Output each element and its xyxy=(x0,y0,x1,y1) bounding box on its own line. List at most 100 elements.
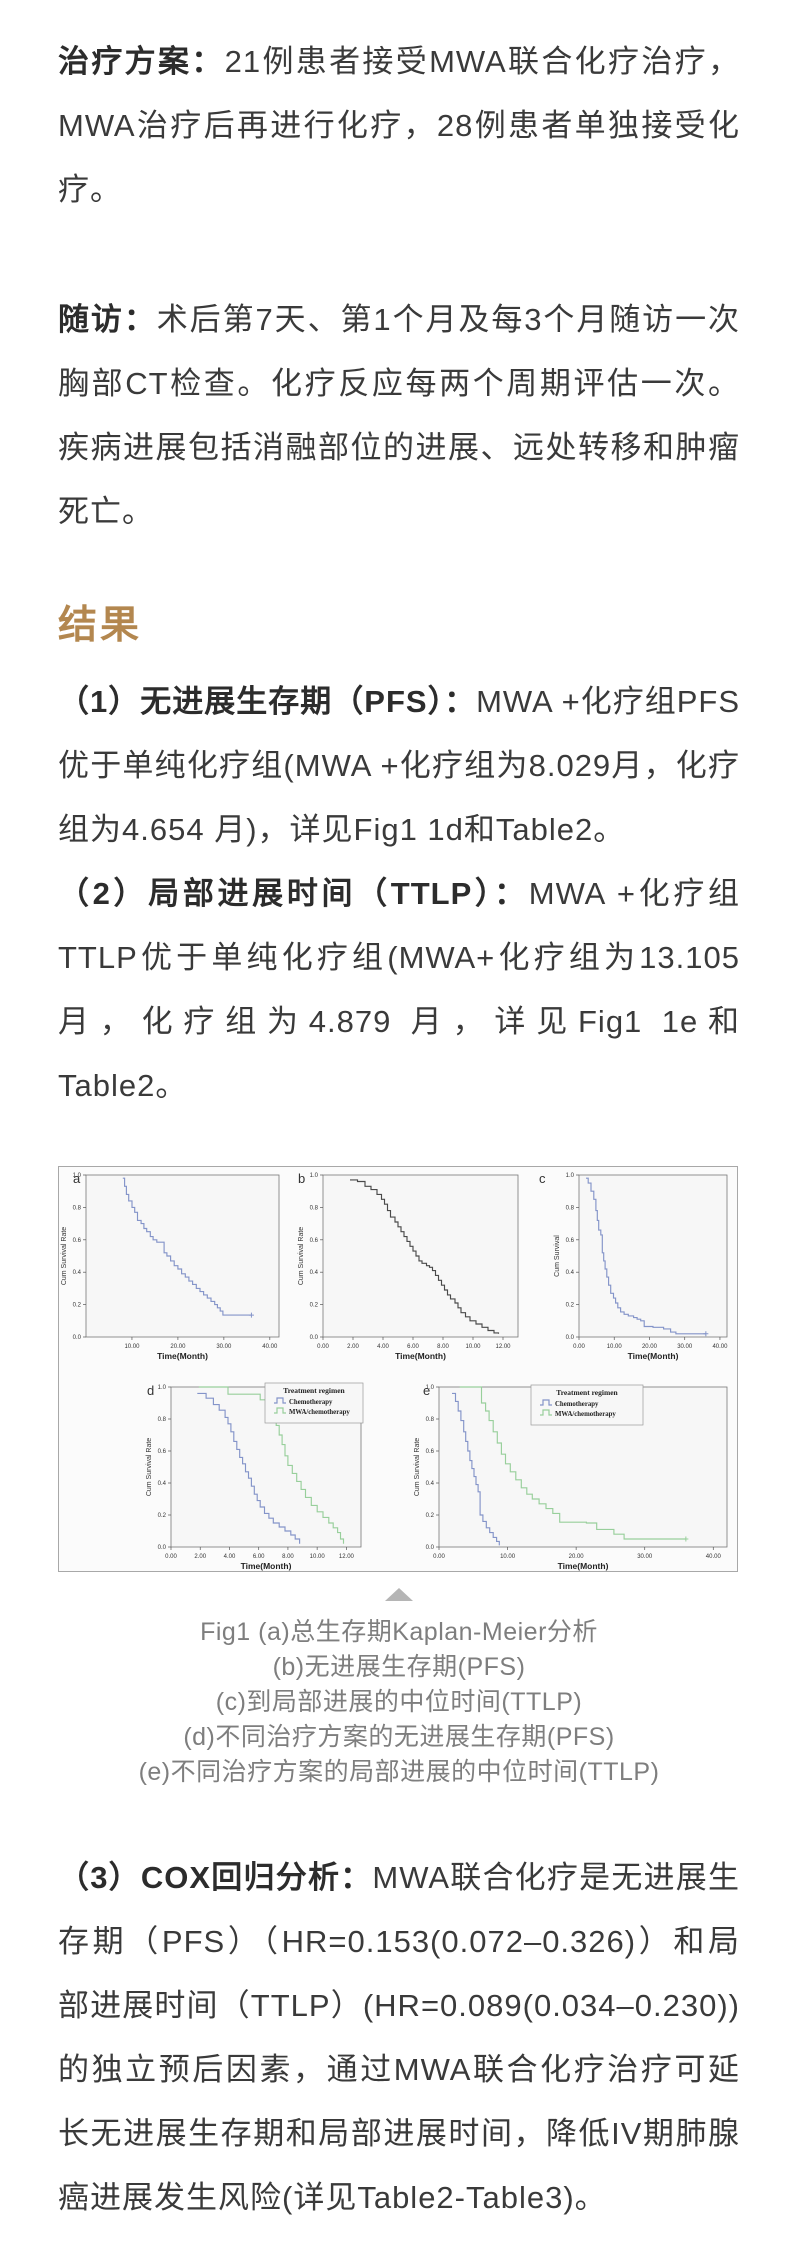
x-tick-label: 8.00 xyxy=(282,1554,294,1560)
legend-glyph-0 xyxy=(540,1399,552,1406)
paragraph-result-ttlp-text: MWA +化疗组TTLP优于单纯化疗组(MWA+化疗组为13.105 月，化疗组… xyxy=(58,876,740,1103)
legend-label-1: MWA/chemotherapy xyxy=(289,1409,350,1416)
subplot-letter: e xyxy=(423,1383,430,1398)
km-curve-all-patients-ttlp xyxy=(586,1177,706,1335)
y-tick-label: 0.2 xyxy=(566,1303,575,1309)
y-tick-label: 0.0 xyxy=(566,1335,575,1341)
plot-panel xyxy=(578,1174,728,1338)
km-plot-b: 1.0 0.8 0.6 0.4 0.2 0.0 0.00 2.00 4.00 6.00 8.00 10… xyxy=(298,1171,519,1361)
x-tick-label: 8.00 xyxy=(437,1344,449,1350)
y-tick-label: 0.8 xyxy=(310,1205,319,1211)
y-tick-label: 0.4 xyxy=(566,1270,575,1276)
x-tick-label: 40.00 xyxy=(262,1344,278,1350)
km-figure-image[interactable]: 1.0 0.8 0.6 0.4 0.2 0.0 10.00 20.00 30.00 40.00 Ti… xyxy=(58,1166,738,1572)
paragraph-result-ttlp: （2）局部进展时间（TTLP）：MWA +化疗组TTLP优于单纯化疗组(MWA+… xyxy=(58,862,740,1118)
y-tick-label: 0.6 xyxy=(426,1449,435,1455)
x-tick-label: 0.00 xyxy=(317,1344,329,1350)
paragraph-result-pfs-text: MWA +化疗组PFS优于单纯化疗组(MWA +化疗组为8.029月，化疗组为4… xyxy=(58,684,740,847)
plot-panel xyxy=(85,1174,280,1338)
x-tick-label: 4.00 xyxy=(377,1344,389,1350)
x-tick-label: 0.00 xyxy=(433,1554,445,1560)
y-tick-label: 0.4 xyxy=(158,1481,167,1487)
x-tick-label: 10.00 xyxy=(465,1344,481,1350)
x-tick-label: 10.00 xyxy=(500,1554,516,1560)
km-curve-all-patients-os xyxy=(122,1177,252,1316)
paragraph-result-cox-text: MWA联合化疗是无进展生存期（PFS）（HR=0.153(0.072–0.326… xyxy=(58,1860,740,2215)
subplot-letter: c xyxy=(539,1171,546,1186)
results-section-header: 结果 xyxy=(58,604,143,647)
y-tick-label: 0.8 xyxy=(73,1205,82,1211)
y-tick-label: 0.0 xyxy=(310,1335,319,1341)
paragraph-result-cox-label: （3）COX回归分析： xyxy=(58,1860,373,1895)
y-tick-label: 1.0 xyxy=(73,1173,82,1179)
y-tick-label: 0.8 xyxy=(158,1417,167,1423)
y-tick-label: 1.0 xyxy=(566,1173,575,1179)
km-plot-c: 1.0 0.8 0.6 0.4 0.2 0.0 0.00 10.00 20.00 30.00 40.… xyxy=(539,1171,728,1361)
x-tick-label: 30.00 xyxy=(216,1344,232,1350)
km-curve-chemotherapy xyxy=(452,1392,500,1546)
y-tick-label: 0.4 xyxy=(310,1270,319,1276)
y-tick-label: 0.6 xyxy=(310,1238,319,1244)
legend-label-0: Chemotherapy xyxy=(555,1401,599,1408)
figure-caption: Fig1 (a)总生存期Kaplan-Meier分析 (b)无进展生存期(PFS… xyxy=(58,1615,740,1790)
y-axis-label: Cum Survival Rate xyxy=(298,1227,305,1285)
y-tick-label: 0.8 xyxy=(426,1417,435,1423)
y-tick-label: 1.0 xyxy=(310,1173,319,1179)
y-axis-label: Cum Survival Rate xyxy=(61,1227,68,1285)
y-tick-label: 0.6 xyxy=(158,1449,167,1455)
paragraph-followup-label: 随访： xyxy=(58,302,157,337)
y-axis-label: Cum Survival Rate xyxy=(414,1438,421,1496)
x-axis-label: Time(Month) xyxy=(157,1351,208,1361)
paragraph-result-pfs-label: （1）无进展生存期（PFS）： xyxy=(58,684,477,719)
x-axis-label: Time(Month) xyxy=(628,1351,679,1361)
subplot-letter: b xyxy=(298,1171,305,1186)
y-tick-label: 0.0 xyxy=(158,1545,167,1551)
km-curve-chemotherapy xyxy=(197,1392,301,1544)
y-tick-label: 0.2 xyxy=(158,1513,167,1519)
y-tick-label: 0.8 xyxy=(566,1205,575,1211)
x-axis-label: Time(Month) xyxy=(558,1561,609,1571)
y-tick-label: 1.0 xyxy=(426,1385,435,1391)
subplot-letter: a xyxy=(73,1171,81,1186)
x-tick-label: 10.00 xyxy=(124,1344,140,1350)
x-tick-label: 20.00 xyxy=(170,1344,186,1350)
subplot-letter: d xyxy=(147,1383,154,1398)
figure-caption-line: (e)不同治疗方案的局部进展的中位时间(TTLP) xyxy=(138,1758,660,1786)
km-plot-d: 1.0 0.8 0.6 0.4 0.2 0.0 0.00 2.00 4.00 6.00 8.00 10… xyxy=(146,1382,364,1571)
y-tick-label: 0.0 xyxy=(73,1335,82,1341)
paragraph-treatment: 治疗方案：21例患者接受MWA联合化疗治疗，MWA治疗后再进行化疗，28例患者单… xyxy=(58,30,740,222)
y-tick-label: 0.4 xyxy=(73,1270,82,1276)
legend-title: Treatment regimen xyxy=(556,1388,618,1397)
km-plot-e: 1.0 0.8 0.6 0.4 0.2 0.0 0.00 10.00 20.00 30.00 40.… xyxy=(414,1383,728,1571)
x-tick-label: 30.00 xyxy=(677,1344,693,1350)
x-tick-label: 12.00 xyxy=(339,1554,355,1560)
plot-panel xyxy=(322,1174,519,1338)
y-tick-label: 0.0 xyxy=(426,1545,435,1551)
x-tick-label: 30.00 xyxy=(637,1554,653,1560)
x-axis-label: Time(Month) xyxy=(241,1561,292,1571)
y-tick-label: 0.4 xyxy=(426,1481,435,1487)
x-tick-label: 6.00 xyxy=(407,1344,419,1350)
x-tick-label: 10.00 xyxy=(310,1554,326,1560)
km-curve-all-patients-pfs xyxy=(350,1179,500,1334)
paragraph-result-ttlp-label: （2）局部进展时间（TTLP）： xyxy=(58,876,529,911)
collapse-arrow-icon[interactable] xyxy=(385,1588,413,1601)
legend-glyph-0 xyxy=(274,1397,286,1404)
y-axis-label: Cum Survival Rate xyxy=(146,1438,153,1496)
legend-glyph-1 xyxy=(540,1409,552,1416)
y-tick-label: 0.2 xyxy=(310,1303,319,1309)
censor-marker xyxy=(683,1536,689,1542)
paragraph-followup: 随访：术后第7天、第1个月及每3个月随访一次胸部CT检查。化疗反应每两个周期评估… xyxy=(58,288,740,544)
paragraph-result-pfs: （1）无进展生存期（PFS）：MWA +化疗组PFS优于单纯化疗组(MWA +化… xyxy=(58,670,740,862)
x-axis-label: Time(Month) xyxy=(395,1351,446,1361)
figure-caption-line: (c)到局部进展的中位时间(TTLP) xyxy=(215,1688,583,1716)
km-curve-mwa-chemotherapy xyxy=(459,1386,686,1540)
figure-caption-line: (b)无进展生存期(PFS) xyxy=(272,1653,526,1681)
y-axis-label: Cum Survival xyxy=(554,1235,561,1277)
x-tick-label: 0.00 xyxy=(165,1554,177,1560)
x-tick-label: 4.00 xyxy=(224,1554,236,1560)
figure-caption-line: (d)不同治疗方案的无进展生存期(PFS) xyxy=(183,1723,615,1751)
legend-box xyxy=(264,1382,364,1424)
x-tick-label: 40.00 xyxy=(706,1554,722,1560)
y-tick-label: 0.6 xyxy=(566,1238,575,1244)
